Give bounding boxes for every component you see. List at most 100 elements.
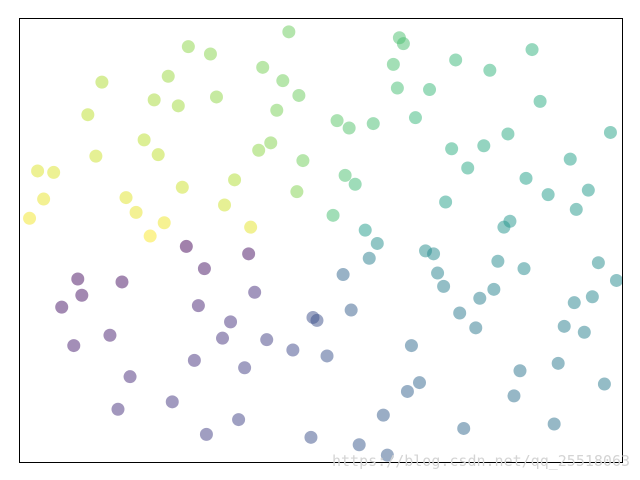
point: [264, 136, 278, 150]
point: [477, 139, 491, 153]
axes-frame: [19, 18, 623, 463]
point: [330, 114, 344, 128]
point: [187, 353, 201, 367]
point: [400, 384, 414, 398]
point: [348, 177, 362, 191]
point: [342, 121, 356, 135]
point: [533, 94, 547, 108]
point: [483, 63, 497, 77]
point: [228, 173, 242, 187]
point: [191, 299, 205, 313]
point: [81, 108, 95, 122]
point: [404, 339, 418, 353]
point: [276, 74, 290, 88]
point: [199, 427, 213, 441]
point: [292, 88, 306, 102]
point: [147, 93, 161, 107]
point: [352, 438, 366, 452]
point: [380, 448, 394, 462]
point: [31, 164, 45, 178]
point: [286, 343, 300, 357]
point: [439, 195, 453, 209]
point: [143, 229, 157, 243]
point: [37, 192, 51, 206]
point: [209, 90, 223, 104]
point: [244, 220, 258, 234]
point: [23, 211, 37, 225]
point: [431, 266, 445, 280]
point: [423, 83, 437, 97]
point: [304, 430, 318, 444]
point: [557, 319, 571, 333]
point: [577, 325, 591, 339]
point: [445, 142, 459, 156]
point: [115, 275, 129, 289]
point: [412, 376, 426, 390]
point: [491, 254, 505, 268]
point: [89, 149, 103, 163]
point: [457, 421, 471, 435]
point: [551, 356, 565, 370]
point: [129, 205, 143, 219]
point: [396, 37, 410, 51]
point: [469, 321, 483, 335]
point: [123, 370, 137, 384]
point: [256, 60, 270, 74]
point: [581, 183, 595, 197]
point: [216, 331, 230, 345]
point: [75, 288, 89, 302]
point: [603, 125, 617, 139]
point: [563, 152, 577, 166]
point: [370, 236, 384, 250]
point: [310, 313, 324, 327]
point: [338, 168, 352, 182]
point: [232, 413, 246, 427]
point: [569, 202, 583, 216]
point: [119, 191, 133, 205]
point: [296, 154, 310, 168]
point: [609, 273, 623, 287]
point: [175, 180, 189, 194]
point: [513, 364, 527, 378]
point: [386, 57, 400, 71]
point: [427, 247, 441, 261]
point: [358, 223, 372, 237]
point: [179, 239, 193, 253]
point: [437, 279, 451, 293]
point: [224, 315, 238, 329]
point: [344, 303, 358, 317]
point: [111, 402, 125, 416]
point: [165, 395, 179, 409]
point: [242, 247, 256, 261]
point: [161, 69, 175, 83]
point: [453, 306, 467, 320]
point: [449, 53, 463, 67]
point: [366, 117, 380, 131]
point: [320, 349, 334, 363]
point: [461, 161, 475, 175]
point: [252, 143, 266, 157]
point: [591, 256, 605, 270]
point: [541, 188, 555, 202]
point: [336, 268, 350, 282]
point: [238, 361, 252, 375]
point: [151, 148, 165, 162]
point: [547, 417, 561, 431]
point: [218, 198, 232, 212]
point: [507, 389, 521, 403]
point: [326, 208, 340, 222]
point: [197, 262, 211, 276]
watermark: https://blog.csdn.net/qq_25518063: [332, 452, 630, 470]
point: [260, 333, 274, 347]
point: [137, 133, 151, 147]
point: [390, 81, 404, 95]
point: [362, 251, 376, 265]
point: [487, 282, 501, 296]
point: [95, 75, 109, 89]
point: [517, 262, 531, 276]
point: [567, 296, 581, 310]
point: [519, 171, 533, 185]
point: [503, 214, 517, 228]
point: [585, 290, 599, 304]
